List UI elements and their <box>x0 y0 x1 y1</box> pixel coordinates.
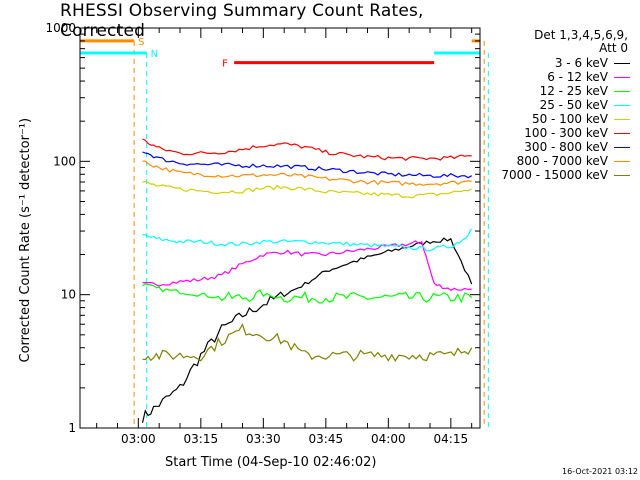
legend-entry: 100 - 300 keV <box>524 126 630 140</box>
series-line-1 <box>142 240 472 292</box>
legend-label: 6 - 12 keV <box>547 70 608 84</box>
x-tick-label: 03:00 <box>121 432 156 446</box>
legend-label: 800 - 7000 keV <box>516 154 608 168</box>
legend-swatch <box>614 90 630 92</box>
legend-label: 100 - 300 keV <box>524 126 608 140</box>
legend-entry: 50 - 100 keV <box>532 112 630 126</box>
y-axis-label: Corrected Count Rate (s⁻¹ detector⁻¹) <box>18 117 33 363</box>
legend-entry: 25 - 50 keV <box>540 98 630 112</box>
legend-swatch <box>614 118 630 120</box>
annotation-label-F: F <box>222 59 228 70</box>
series-line-7 <box>142 160 472 187</box>
legend-entry: 6 - 12 keV <box>547 70 630 84</box>
legend-header-line-1: Det 1,3,4,5,6,9, <box>534 28 628 42</box>
legend-label: 300 - 800 keV <box>524 140 608 154</box>
plot-frame <box>79 27 481 429</box>
legend-swatch <box>614 146 630 148</box>
x-tick-label: 04:00 <box>371 432 406 446</box>
legend-swatch <box>614 104 630 106</box>
legend-entry: 12 - 25 keV <box>540 84 630 98</box>
legend-label: 25 - 50 keV <box>539 98 608 112</box>
legend-header-line-2: Att 0 <box>599 41 628 55</box>
x-tick-label: 03:15 <box>184 432 219 446</box>
legend-swatch <box>614 62 630 64</box>
series-line-8 <box>142 323 473 362</box>
legend-label: 3 - 6 keV <box>554 56 608 70</box>
y-tick-label: 1 <box>68 421 76 435</box>
legend-entry: 7000 - 15000 keV <box>501 168 630 182</box>
annotation-label-S: S <box>138 37 144 48</box>
y-tick-label: 10 <box>61 288 76 302</box>
series-layer <box>141 138 473 423</box>
series-line-2 <box>142 283 473 304</box>
annotation-layer: SN F <box>80 37 489 428</box>
series-line-0 <box>141 237 473 423</box>
legend-label: 7000 - 15000 keV <box>501 168 608 182</box>
legend-swatch <box>614 76 630 78</box>
y-tick-label: 100 <box>53 154 76 168</box>
legend-swatch <box>614 132 630 134</box>
annotation-label-N: N <box>151 49 158 60</box>
series-line-4 <box>142 180 472 199</box>
axis-layer: 1 10 100 1000 03:00 03:15 03:30 03:45 04:00 04:15 <box>45 21 480 446</box>
legend-label: 50 - 100 keV <box>531 112 608 126</box>
series-line-6 <box>142 151 472 179</box>
y-tick-label: 1000 <box>45 21 76 35</box>
legend-swatch <box>614 174 630 176</box>
x-tick-label: 03:45 <box>309 432 344 446</box>
legend-label: 12 - 25 keV <box>539 84 608 98</box>
legend-swatch <box>614 160 630 162</box>
x-tick-label: 03:30 <box>246 432 281 446</box>
legend-entry: 300 - 800 keV <box>524 140 630 154</box>
chart-title: RHESSI Observing Summary Count Rates, Co… <box>60 1 424 41</box>
series-line-5 <box>142 138 472 161</box>
x-axis-label: Start Time (04-Sep-10 02:46:02) <box>165 455 377 470</box>
generation-timestamp: 16-Oct-2021 03:12 <box>562 467 638 476</box>
legend-entry: 800 - 7000 keV <box>517 154 630 168</box>
legend-entry: 3 - 6 keV <box>555 56 630 70</box>
series-line-3 <box>142 228 473 252</box>
x-tick-label: 04:15 <box>434 432 469 446</box>
